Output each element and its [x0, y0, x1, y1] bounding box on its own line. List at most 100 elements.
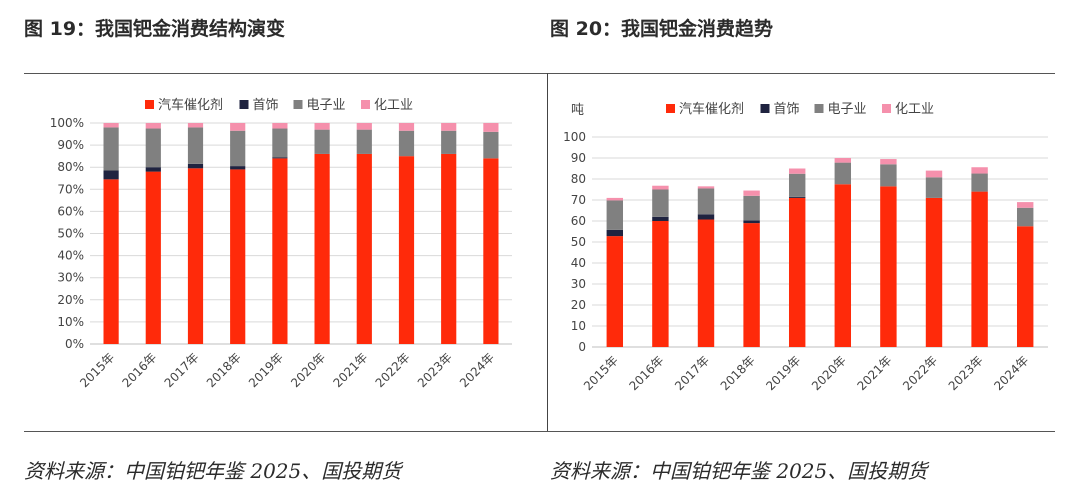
y-tick-label: 0%	[65, 337, 84, 351]
bar-segment-electronics	[743, 195, 760, 221]
top-rule	[24, 73, 1055, 74]
bar-segment-electronics	[925, 177, 943, 198]
y-tick-label: 100%	[50, 116, 84, 130]
y-tick-label: 10%	[57, 315, 84, 329]
x-tick-label: 2023年	[946, 353, 986, 393]
x-tick-label: 2020年	[809, 353, 849, 393]
bar-segment-chemical	[834, 158, 852, 163]
y-tick-label: 90	[571, 151, 586, 165]
bar-segment-automotive	[314, 153, 330, 344]
legend-label-electronics: 电子业	[307, 98, 346, 113]
bar-segment-electronics	[356, 129, 372, 154]
legend-swatch-automotive	[666, 104, 675, 113]
bar-segment-electronics	[103, 127, 119, 171]
bar-segment-chemical	[230, 123, 246, 131]
y-tick-label: 40	[571, 256, 586, 270]
legend-swatch-chemical	[361, 100, 370, 109]
bar-segment-chemical	[606, 197, 624, 201]
y-tick-label: 50%	[57, 227, 84, 241]
legend-label-automotive: 汽车催化剂	[679, 101, 744, 117]
legend-label-electronics: 电子业	[828, 102, 867, 117]
x-tick-label: 2019年	[763, 353, 803, 393]
bar-segment-jewelry	[788, 196, 806, 198]
y-tick-label: 0	[578, 340, 586, 354]
bar-segment-automotive	[925, 197, 943, 347]
bar-segment-electronics	[652, 189, 669, 217]
bar-segment-chemical	[743, 190, 760, 196]
bar-segment-automotive	[788, 197, 806, 347]
bar-segment-automotive	[1016, 226, 1034, 347]
bar-segment-jewelry	[103, 170, 119, 180]
legend-swatch-jewelry	[760, 104, 770, 113]
y-tick-label: 60	[571, 214, 586, 228]
bar-segment-jewelry	[145, 167, 161, 172]
right-source-note: 资料来源：中国铂钯年鉴 2025、国投期货	[550, 459, 928, 483]
y-tick-label: 20	[571, 298, 586, 312]
bar-segment-chemical	[483, 123, 499, 132]
bar-segment-chemical	[441, 123, 457, 131]
bar-segment-electronics	[398, 130, 415, 157]
left-figure-title: 图 19：我国钯金消费结构演变	[24, 18, 286, 40]
bar-segment-automotive	[187, 168, 204, 344]
legend: 汽车催化剂 首饰 电子业 化工业	[145, 97, 413, 113]
bar-segment-electronics	[971, 173, 988, 192]
y-tick-label: 80%	[57, 160, 84, 174]
bar-segment-chemical	[652, 185, 669, 190]
bar-segment-chemical	[145, 123, 161, 129]
bar-segment-automotive	[971, 191, 988, 347]
bar-segment-electronics	[834, 162, 852, 185]
bar-segment-chemical	[187, 123, 204, 128]
legend: 汽车催化剂 首饰 电子业 化工业	[666, 101, 934, 117]
x-tick-label: 2016年	[119, 350, 159, 390]
legend-label-automotive: 汽车催化剂	[158, 97, 223, 113]
bar-segment-electronics	[314, 129, 330, 154]
bar-segment-jewelry	[230, 166, 246, 170]
bar-segment-automotive	[145, 171, 161, 344]
bar-segment-chemical	[272, 123, 288, 129]
x-tick-label: 2015年	[77, 350, 117, 390]
bar-segment-electronics	[880, 164, 897, 187]
y-tick-label: 10	[571, 319, 586, 333]
bar-segment-jewelry	[187, 163, 204, 169]
bar-segment-jewelry	[743, 220, 760, 224]
y-tick-label: 90%	[57, 138, 84, 152]
bar-segment-jewelry	[652, 216, 669, 221]
left-stacked-percent-chart: 汽车催化剂 首饰 电子业 化工业 0% 10% 20% 30% 40% 50% 60% 70% 80% 9…	[50, 97, 512, 390]
x-tick-label: 2021年	[855, 353, 895, 393]
x-tick-label: 2022年	[373, 350, 413, 390]
bar-segment-automotive	[398, 156, 415, 344]
right-stacked-tonnage-chart: 汽车催化剂 首饰 电子业 化工业 吨 0 10 20 30 40 50 60 70 80 90 100 2015…	[563, 101, 1048, 393]
bar-segment-electronics	[187, 127, 204, 164]
left-source-note: 资料来源：中国铂钯年鉴 2025、国投期货	[24, 459, 402, 483]
x-tick-label: 2021年	[330, 350, 370, 390]
y-tick-label: 20%	[57, 293, 84, 307]
x-tick-label: 2018年	[204, 350, 244, 390]
bar-segment-automotive	[743, 223, 760, 347]
x-tick-label: 2017年	[162, 350, 202, 390]
bar-segment-automotive	[230, 169, 246, 344]
bar-segment-chemical	[356, 123, 372, 130]
bar-segment-chemical	[788, 168, 806, 174]
bar-segment-electronics	[483, 131, 499, 159]
bar-segment-automotive	[880, 186, 897, 347]
bar-segment-chemical	[1016, 202, 1034, 208]
bar-segment-chemical	[697, 186, 715, 189]
x-tick-label: 2020年	[288, 350, 328, 390]
bar-segment-chemical	[398, 123, 415, 131]
x-tick-label: 2015年	[581, 353, 621, 393]
y-tick-label: 60%	[57, 204, 84, 218]
bar-segment-chemical	[880, 159, 897, 165]
bar-segment-automotive	[606, 236, 624, 347]
legend-swatch-jewelry	[239, 100, 249, 109]
legend-label-chemical: 化工业	[374, 98, 413, 113]
legend-swatch-electronics	[293, 100, 303, 109]
bar-segment-chemical	[314, 123, 330, 130]
bar-segment-jewelry	[606, 229, 624, 237]
bar-segment-chemical	[103, 123, 119, 128]
bar-segment-jewelry	[272, 157, 288, 159]
bar-segment-jewelry	[697, 214, 715, 220]
y-tick-label: 40%	[57, 249, 84, 263]
y-tick-label: 50	[571, 235, 586, 249]
bottom-rule	[24, 431, 1055, 432]
y-tick-label: 30	[571, 277, 586, 291]
